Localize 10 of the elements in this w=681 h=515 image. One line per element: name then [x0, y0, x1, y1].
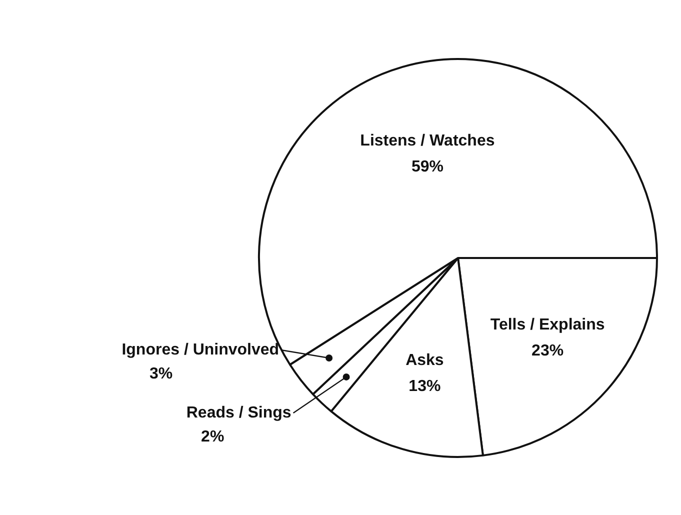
data-label: 3%: [149, 365, 173, 382]
slice-label: Tells / Explains: [490, 316, 605, 334]
slice-label: Ignores / Uninvolved: [122, 341, 280, 358]
data-label: 23%: [532, 342, 564, 360]
data-label: 2%: [201, 428, 224, 446]
slice-label: Reads / Sings: [186, 404, 292, 422]
data-label: 13%: [408, 378, 441, 396]
slice-label: Listens / Watches: [360, 132, 495, 150]
slice-label: Asks: [406, 352, 444, 370]
data-label: 59%: [411, 158, 444, 176]
